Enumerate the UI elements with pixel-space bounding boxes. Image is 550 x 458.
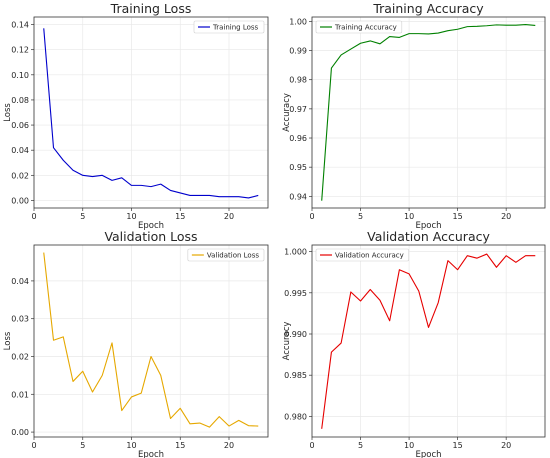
y-axis-label: Accuracy xyxy=(282,322,292,361)
x-tick-label: 15 xyxy=(453,441,463,450)
x-tick-label: 0 xyxy=(309,212,314,221)
y-tick-label: 1.00 xyxy=(289,17,307,26)
x-axis-label: Epoch xyxy=(415,221,441,231)
legend: Training Accuracy xyxy=(315,20,403,34)
x-tick-label: 10 xyxy=(126,212,136,221)
x-axis-label: Epoch xyxy=(138,450,164,458)
legend-label: Validation Loss xyxy=(207,252,259,260)
y-tick-label: 0.02 xyxy=(11,171,29,180)
y-tick-label: 0.95 xyxy=(289,163,307,172)
plot-frame xyxy=(33,16,269,209)
x-tick-label: 5 xyxy=(358,212,363,221)
plot-frame xyxy=(33,244,269,438)
y-tick-label: 0.06 xyxy=(11,121,29,130)
chart-title: Training Accuracy xyxy=(372,1,484,16)
y-tick-label: 0.08 xyxy=(11,96,29,105)
y-tick-label: 0.00 xyxy=(11,428,29,437)
y-tick-label: 0.985 xyxy=(284,371,307,380)
y-tick-label: 0.02 xyxy=(11,352,29,361)
x-axis-label: Epoch xyxy=(415,450,441,458)
x-tick-label: 0 xyxy=(31,212,36,221)
y-tick-label: 0.03 xyxy=(11,315,29,324)
legend-box xyxy=(193,20,265,34)
series-line-validation-loss xyxy=(43,252,259,428)
y-tick-label: 0.12 xyxy=(11,46,29,55)
series-line-training-loss xyxy=(43,28,259,199)
series-line-training-accuracy xyxy=(321,24,536,201)
y-tick-label: 0.980 xyxy=(284,412,307,421)
y-tick-label: 0.995 xyxy=(284,289,307,298)
y-tick-label: 0.01 xyxy=(11,390,29,399)
chart-title: Validation Loss xyxy=(104,229,197,244)
x-tick-label: 0 xyxy=(31,441,36,450)
legend-box xyxy=(315,248,410,262)
y-tick-label: 0.98 xyxy=(289,76,307,85)
x-tick-label: 15 xyxy=(453,212,463,221)
x-tick-label: 10 xyxy=(404,212,414,221)
legend: Validation Loss xyxy=(187,248,265,262)
training-loss-chart: 0 5 10 15 20 0.00 0.02 0.04 0.06 0.08 0.10 0.12 0.14… xyxy=(3,1,269,231)
validation-loss-chart: 0 5 10 15 20 0.00 0.01 0.02 0.03 0.04 Validation L… xyxy=(3,229,269,458)
x-tick-label: 0 xyxy=(309,441,314,450)
plot-frame xyxy=(311,244,546,438)
chart-title: Validation Accuracy xyxy=(367,229,490,244)
y-tick-label: 1.000 xyxy=(284,248,307,257)
y-tick-label: 0.97 xyxy=(289,105,307,114)
legend-label: Training Accuracy xyxy=(334,24,397,32)
x-tick-label: 20 xyxy=(224,441,234,450)
legend-label: Training Loss xyxy=(212,24,259,32)
plot-frame xyxy=(311,16,546,209)
y-axis-label: Accuracy xyxy=(282,93,292,132)
x-tick-label: 20 xyxy=(501,212,511,221)
x-tick-label: 20 xyxy=(501,441,511,450)
x-tick-label: 10 xyxy=(404,441,414,450)
x-tick-label: 10 xyxy=(126,441,136,450)
x-tick-label: 20 xyxy=(224,212,234,221)
series-line-validation-accuracy xyxy=(321,253,536,429)
training-accuracy-chart: 0 5 10 15 20 0.94 0.95 0.96 0.97 0.98 0.99 1.00 Trai… xyxy=(282,1,546,231)
y-tick-label: 0.14 xyxy=(11,21,29,30)
x-tick-label: 15 xyxy=(175,441,185,450)
y-tick-label: 0.96 xyxy=(289,134,307,143)
legend: Validation Accuracy xyxy=(315,248,410,262)
x-tick-label: 5 xyxy=(80,441,85,450)
y-tick-label: 0.04 xyxy=(11,277,29,286)
legend-box xyxy=(315,20,403,34)
x-axis-label: Epoch xyxy=(138,221,164,231)
y-tick-label: 0.04 xyxy=(11,146,29,155)
y-axis-label: Loss xyxy=(3,331,13,350)
chart-title: Training Loss xyxy=(110,1,192,16)
y-tick-label: 0.00 xyxy=(11,196,29,205)
y-tick-label: 0.10 xyxy=(11,71,29,80)
legend-label: Validation Accuracy xyxy=(335,252,404,260)
legend: Training Loss xyxy=(193,20,265,34)
y-axis-label: Loss xyxy=(3,103,13,122)
x-tick-label: 5 xyxy=(80,212,85,221)
y-tick-label: 0.99 xyxy=(289,47,307,56)
validation-accuracy-chart: 0 5 10 15 20 0.980 0.985 0.990 0.995 1.000 Validat… xyxy=(282,229,546,458)
x-tick-label: 15 xyxy=(175,212,185,221)
y-tick-label: 0.94 xyxy=(289,192,307,201)
legend-box xyxy=(187,248,265,262)
y-tick-label: 0.990 xyxy=(284,330,307,339)
x-tick-label: 5 xyxy=(358,441,363,450)
